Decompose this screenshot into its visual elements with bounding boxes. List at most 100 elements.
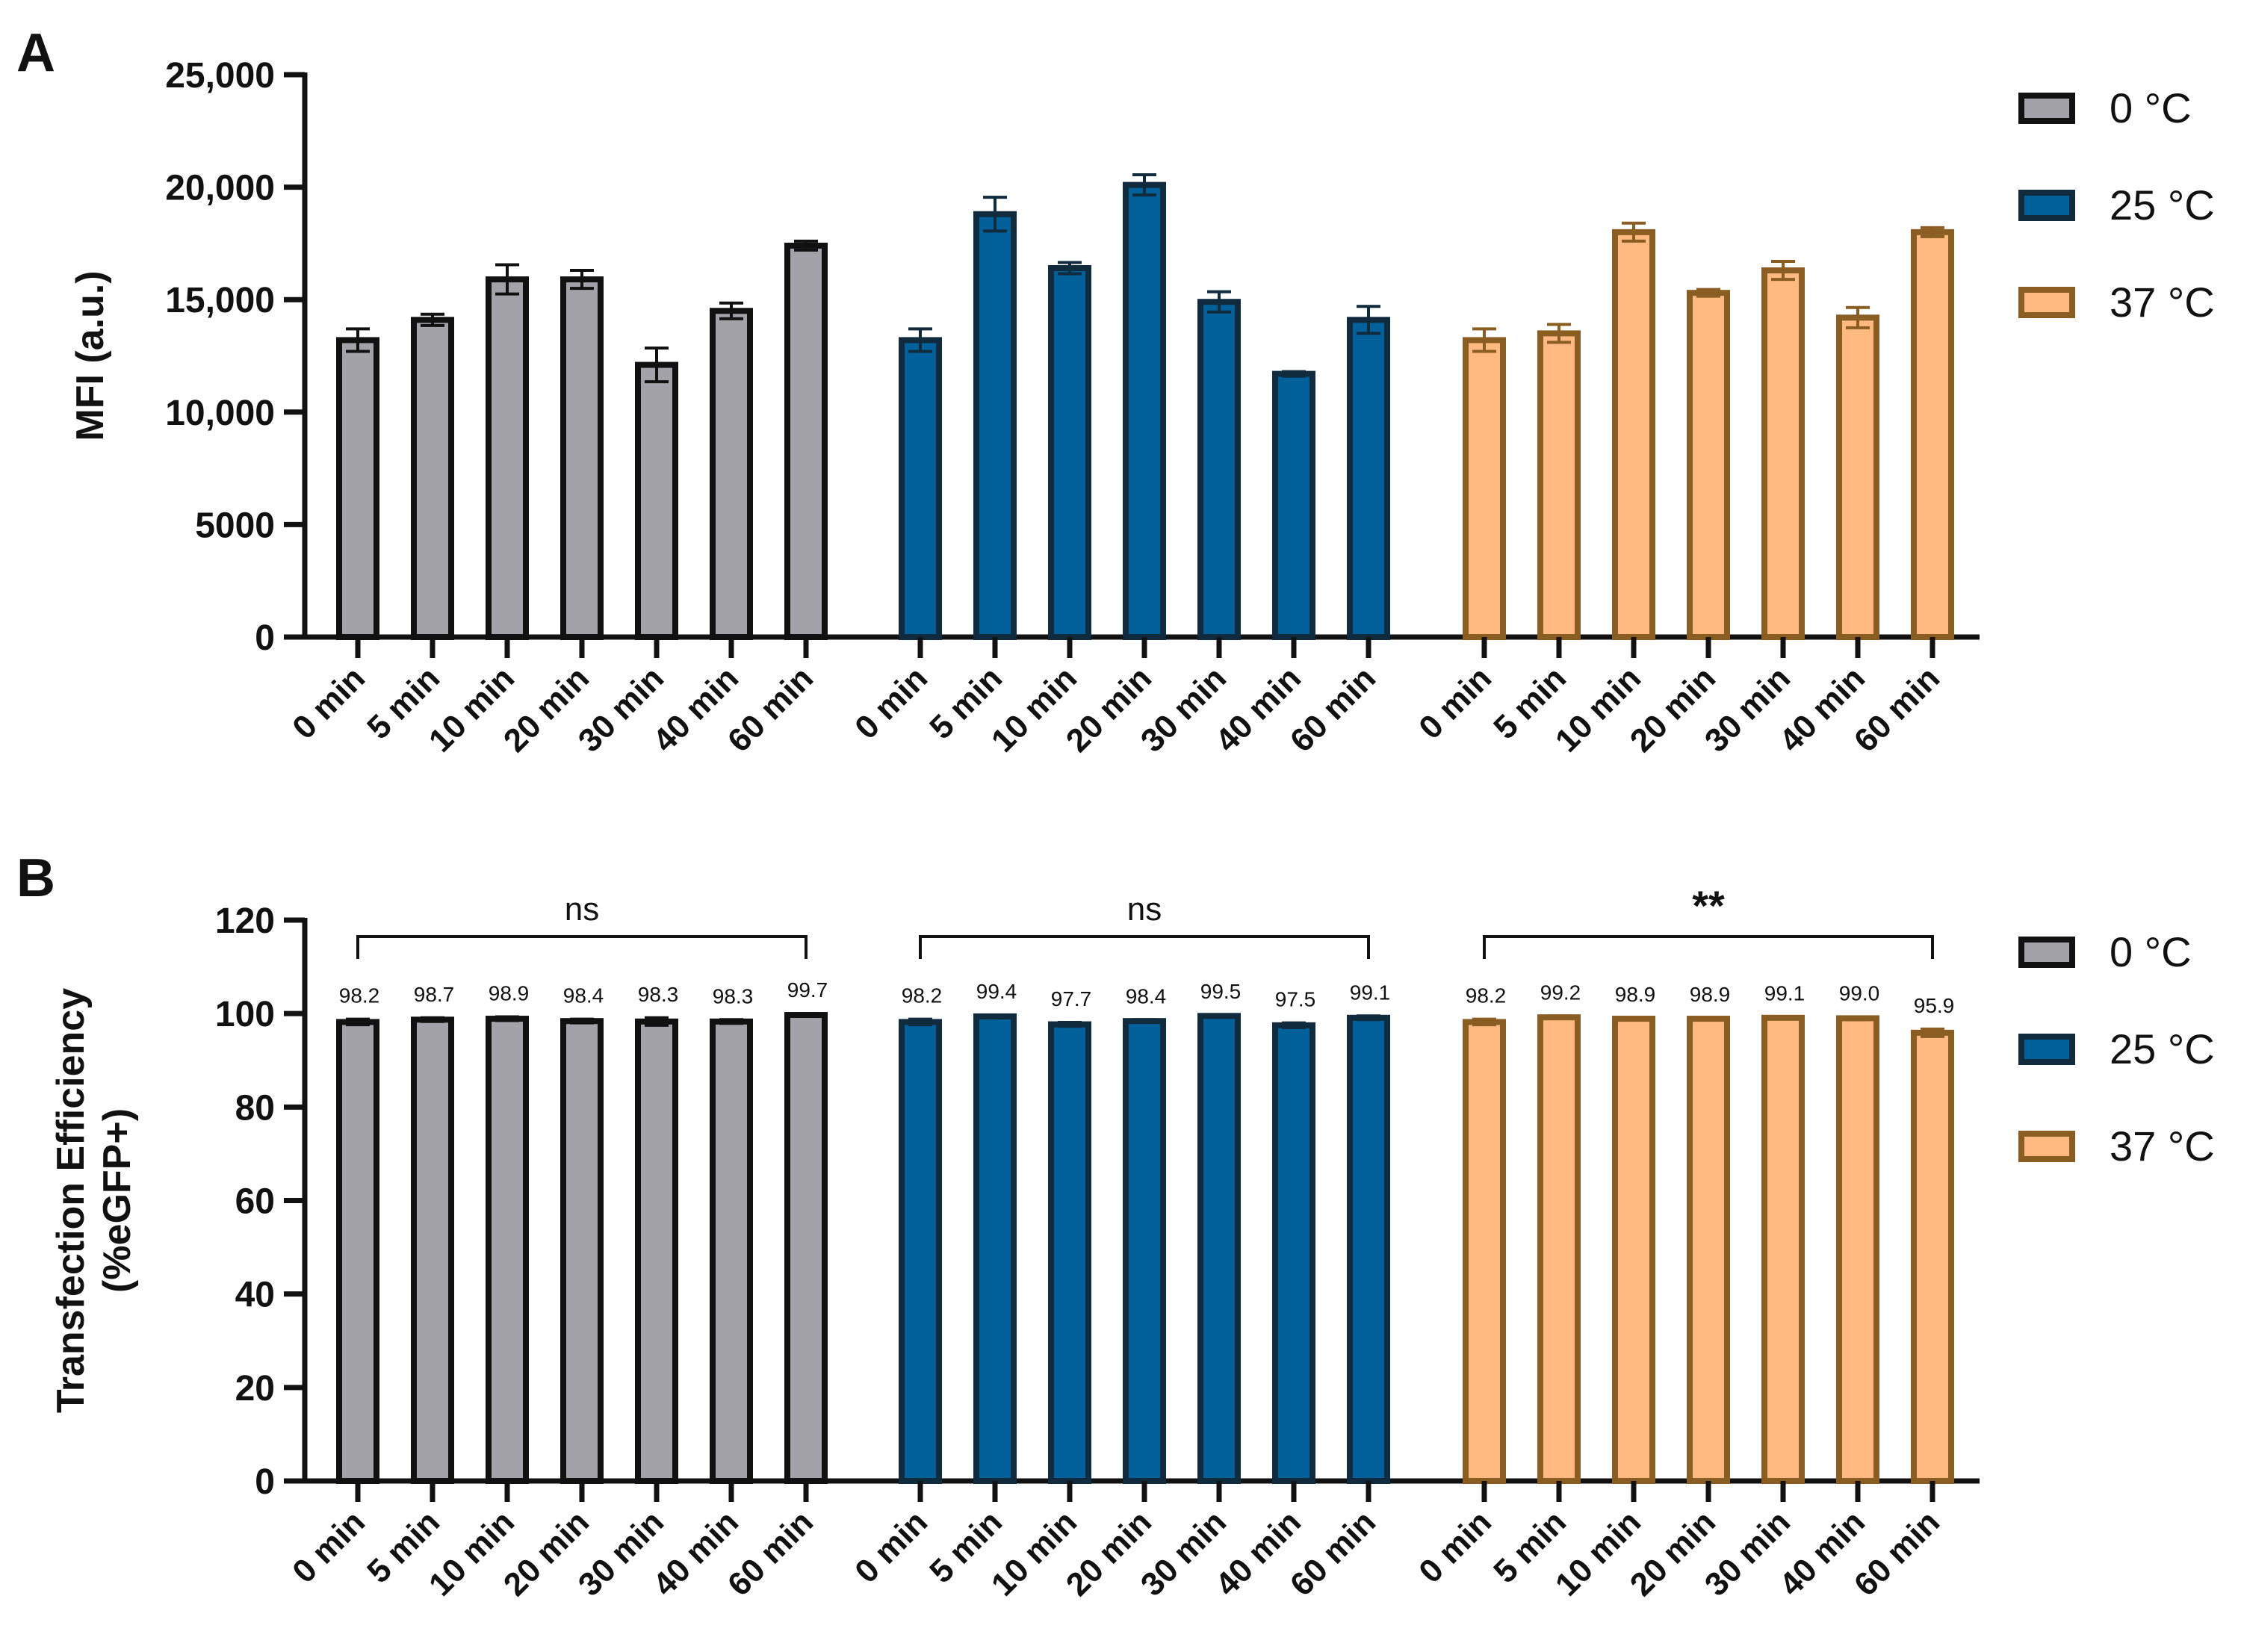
bar	[1761, 1014, 1805, 1484]
x-tick-label: 30 min	[1698, 1503, 1797, 1603]
legend-swatch	[2018, 190, 2075, 221]
x-tick-label: 60 min	[721, 659, 820, 759]
data-label: 99.5	[1200, 980, 1242, 1003]
y-axis-title: Transfection Efficiency(%eGFP+)	[49, 988, 139, 1413]
legend: 0 °C 25 °C 37 °C	[2018, 928, 2215, 1170]
x-tick-label: 40 min	[646, 1503, 746, 1603]
x-tick-label: 60 min	[1283, 1503, 1383, 1603]
x-tick-label: 30 min	[1134, 659, 1233, 759]
bar	[1048, 1021, 1091, 1484]
significance-bracket	[919, 935, 1370, 959]
bar	[635, 361, 678, 640]
significance-label: ns	[1127, 891, 1162, 928]
x-tick-label: 0 min	[1412, 1503, 1498, 1590]
x-tick-label: 20 min	[1623, 659, 1723, 759]
x-tick-label: 40 min	[1209, 1503, 1308, 1603]
x-tick-label: 10 min	[1549, 659, 1648, 759]
bar	[1123, 181, 1166, 640]
panel-b-letter: B	[16, 848, 55, 908]
data-label: 98.2	[902, 984, 943, 1007]
y-tick-label: 60	[235, 1182, 275, 1222]
significance-bracket	[356, 935, 808, 959]
x-tick-label: 10 min	[422, 659, 521, 759]
x-tick-label: 30 min	[1134, 1503, 1233, 1603]
y-tick-label: 120	[215, 901, 275, 941]
x-tick-label: 30 min	[571, 659, 671, 759]
bar	[1612, 1016, 1655, 1484]
x-tick-label: 30 min	[1698, 659, 1797, 759]
bar	[1612, 229, 1655, 640]
x-tick-label: 60 min	[721, 1503, 820, 1603]
legend-label: 37 °C	[2110, 1122, 2215, 1170]
x-tick-label: 0 min	[285, 659, 372, 746]
x-tick-label: 10 min	[1549, 1503, 1648, 1603]
bar	[1463, 1019, 1506, 1484]
y-tick-label: 40	[235, 1276, 275, 1315]
x-tick-label: 10 min	[422, 1503, 521, 1603]
bar	[1463, 337, 1506, 640]
legend: 0 °C 25 °C 37 °C	[2018, 84, 2215, 326]
data-label: 97.7	[1051, 987, 1092, 1010]
bar	[1687, 1016, 1730, 1484]
legend-swatch	[2018, 1131, 2075, 1162]
data-label: 99.0	[1839, 982, 1880, 1005]
x-tick-label: 0 min	[848, 1503, 934, 1590]
significance-label: ns	[565, 891, 599, 928]
bar	[1123, 1018, 1166, 1485]
x-tick-label: 20 min	[1623, 1503, 1723, 1603]
y-tick-label: 100	[215, 995, 275, 1034]
y-tick-label: 20	[235, 1369, 275, 1409]
bar	[1761, 267, 1805, 640]
y-tick-label: 25,000	[165, 56, 275, 96]
bar	[486, 1016, 529, 1484]
bar	[1911, 1029, 1954, 1484]
bar	[784, 242, 828, 640]
y-tick-label: 0	[255, 618, 275, 658]
x-tick-label: 20 min	[497, 1503, 596, 1603]
bar	[899, 337, 942, 640]
bar	[1537, 330, 1581, 640]
data-label: 99.1	[1350, 981, 1391, 1004]
x-tick-label: 60 min	[1847, 659, 1947, 759]
legend-label: 25 °C	[2110, 181, 2215, 229]
panel-b-chart: 0 20 40 60 80 100 120 Transfection Efficiency(%…	[49, 882, 2215, 1603]
x-tick-label: 60 min	[1847, 1503, 1947, 1603]
x-tick-label: 20 min	[1059, 1503, 1159, 1603]
bar	[635, 1018, 678, 1484]
bar	[411, 1016, 454, 1484]
y-tick-label: 15,000	[165, 281, 275, 320]
bar	[486, 276, 529, 640]
bar	[560, 1018, 604, 1485]
x-tick-label: 20 min	[497, 659, 596, 759]
x-tick-label: 0 min	[848, 659, 934, 746]
x-tick-label: 40 min	[646, 659, 746, 759]
data-label: 98.4	[563, 984, 604, 1007]
x-tick-label: 60 min	[1283, 659, 1383, 759]
data-label: 98.2	[1466, 984, 1507, 1007]
y-tick-label: 5000	[195, 506, 275, 545]
bar	[973, 211, 1017, 640]
x-tick-label: 40 min	[1773, 659, 1872, 759]
x-tick-label: 40 min	[1209, 659, 1308, 759]
bar	[1272, 1022, 1315, 1484]
bar	[1048, 265, 1091, 640]
x-tick-label: 40 min	[1773, 1503, 1872, 1603]
data-label: 98.2	[339, 984, 380, 1007]
bar	[1687, 290, 1730, 640]
legend-label: 25 °C	[2110, 1025, 2215, 1072]
data-label: 98.4	[1126, 984, 1167, 1007]
y-tick-label: 10,000	[165, 394, 275, 433]
bar	[973, 1013, 1017, 1484]
data-label: 98.9	[489, 982, 530, 1005]
bar	[710, 1018, 753, 1484]
y-axis-title: MFI (a.u.)	[69, 270, 112, 441]
bar	[1836, 314, 1879, 640]
legend-swatch	[2018, 93, 2075, 124]
panel-a-chart: 0 5000 10,000 15,000 20,000 25,000 MFI (a.u.) 0…	[69, 56, 2215, 760]
bar	[336, 1019, 379, 1484]
panel-a-letter: A	[16, 23, 55, 83]
